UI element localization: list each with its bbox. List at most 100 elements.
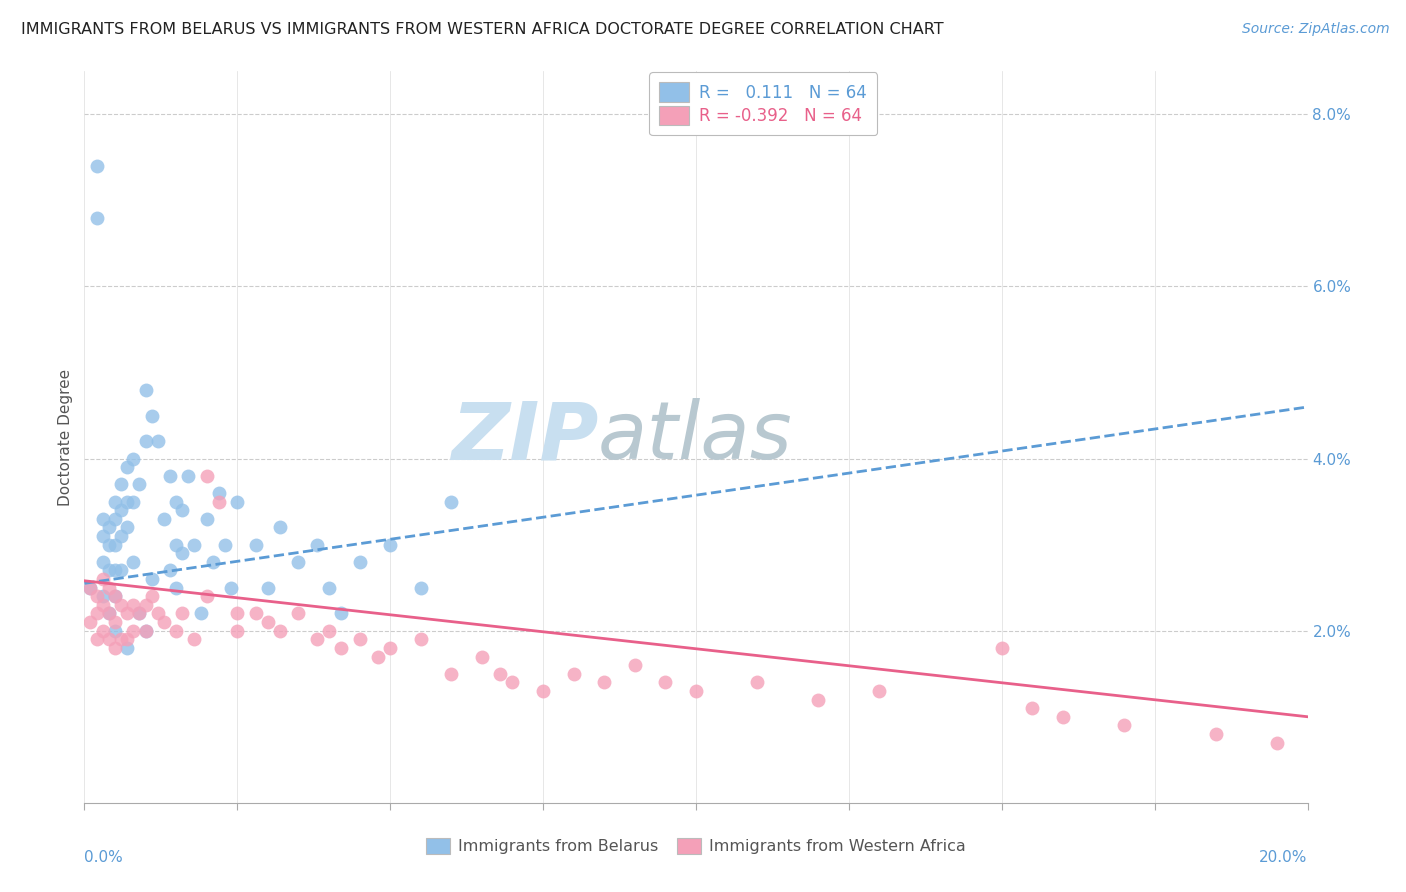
Point xyxy=(110,564,132,578)
Point xyxy=(269,624,291,638)
Text: Source: ZipAtlas.com: Source: ZipAtlas.com xyxy=(1241,22,1389,37)
Point xyxy=(257,615,280,629)
Point xyxy=(122,598,145,612)
Point xyxy=(165,624,187,638)
Point xyxy=(104,589,127,603)
Point xyxy=(165,494,187,508)
Point xyxy=(97,607,120,621)
Point xyxy=(91,572,114,586)
Point xyxy=(110,632,132,647)
Point xyxy=(245,607,267,621)
Point xyxy=(91,589,114,603)
Point xyxy=(141,409,163,423)
Point xyxy=(86,607,108,621)
Point xyxy=(1052,710,1074,724)
Point xyxy=(208,494,231,508)
Point xyxy=(135,598,157,612)
Point xyxy=(153,615,176,629)
Point xyxy=(115,607,138,621)
Point xyxy=(122,624,145,638)
Point xyxy=(330,640,353,655)
Point xyxy=(86,159,108,173)
Point xyxy=(110,503,132,517)
Point xyxy=(86,211,108,225)
Point xyxy=(91,624,114,638)
Point xyxy=(135,383,157,397)
Point xyxy=(219,581,242,595)
Point xyxy=(115,640,138,655)
Point xyxy=(318,581,340,595)
Point xyxy=(330,607,353,621)
Text: 0.0%: 0.0% xyxy=(84,850,124,865)
Point xyxy=(195,512,218,526)
Point xyxy=(104,564,127,578)
Point xyxy=(97,632,120,647)
Point xyxy=(305,538,328,552)
Text: IMMIGRANTS FROM BELARUS VS IMMIGRANTS FROM WESTERN AFRICA DOCTORATE DEGREE CORRE: IMMIGRANTS FROM BELARUS VS IMMIGRANTS FR… xyxy=(21,22,943,37)
Y-axis label: Doctorate Degree: Doctorate Degree xyxy=(58,368,73,506)
Point xyxy=(128,477,150,491)
Point xyxy=(91,555,114,569)
Point xyxy=(165,538,187,552)
Point xyxy=(195,589,218,603)
Point xyxy=(1205,727,1227,741)
Point xyxy=(86,632,108,647)
Point xyxy=(747,675,769,690)
Point xyxy=(654,675,676,690)
Point xyxy=(489,666,512,681)
Point xyxy=(97,520,120,534)
Point xyxy=(110,598,132,612)
Point xyxy=(305,632,328,647)
Point xyxy=(172,546,194,560)
Point xyxy=(135,434,157,449)
Point xyxy=(91,598,114,612)
Point xyxy=(1114,718,1136,732)
Point xyxy=(269,520,291,534)
Point xyxy=(115,460,138,475)
Point xyxy=(91,512,114,526)
Point xyxy=(226,624,249,638)
Point xyxy=(115,632,138,647)
Point xyxy=(141,589,163,603)
Point xyxy=(153,512,176,526)
Point xyxy=(79,615,101,629)
Point xyxy=(991,640,1014,655)
Point xyxy=(562,666,585,681)
Point xyxy=(807,692,830,706)
Point xyxy=(593,675,616,690)
Point xyxy=(380,640,402,655)
Point xyxy=(110,529,132,543)
Point xyxy=(502,675,524,690)
Point xyxy=(177,468,200,483)
Point xyxy=(104,494,127,508)
Point xyxy=(97,538,120,552)
Point xyxy=(1265,735,1288,749)
Point xyxy=(91,529,114,543)
Point xyxy=(115,520,138,534)
Point xyxy=(287,555,309,569)
Point xyxy=(146,434,169,449)
Point xyxy=(128,607,150,621)
Point xyxy=(201,555,224,569)
Point xyxy=(135,624,157,638)
Point xyxy=(122,494,145,508)
Point xyxy=(471,649,494,664)
Point xyxy=(104,512,127,526)
Point xyxy=(440,666,463,681)
Point xyxy=(208,486,231,500)
Point xyxy=(122,451,145,466)
Point xyxy=(104,640,127,655)
Point xyxy=(624,658,647,673)
Point xyxy=(97,564,120,578)
Point xyxy=(380,538,402,552)
Point xyxy=(86,589,108,603)
Point xyxy=(349,555,371,569)
Point xyxy=(104,589,127,603)
Point xyxy=(128,607,150,621)
Point xyxy=(214,538,236,552)
Point xyxy=(79,581,101,595)
Point xyxy=(104,624,127,638)
Point xyxy=(409,632,432,647)
Point xyxy=(183,632,205,647)
Point xyxy=(226,494,249,508)
